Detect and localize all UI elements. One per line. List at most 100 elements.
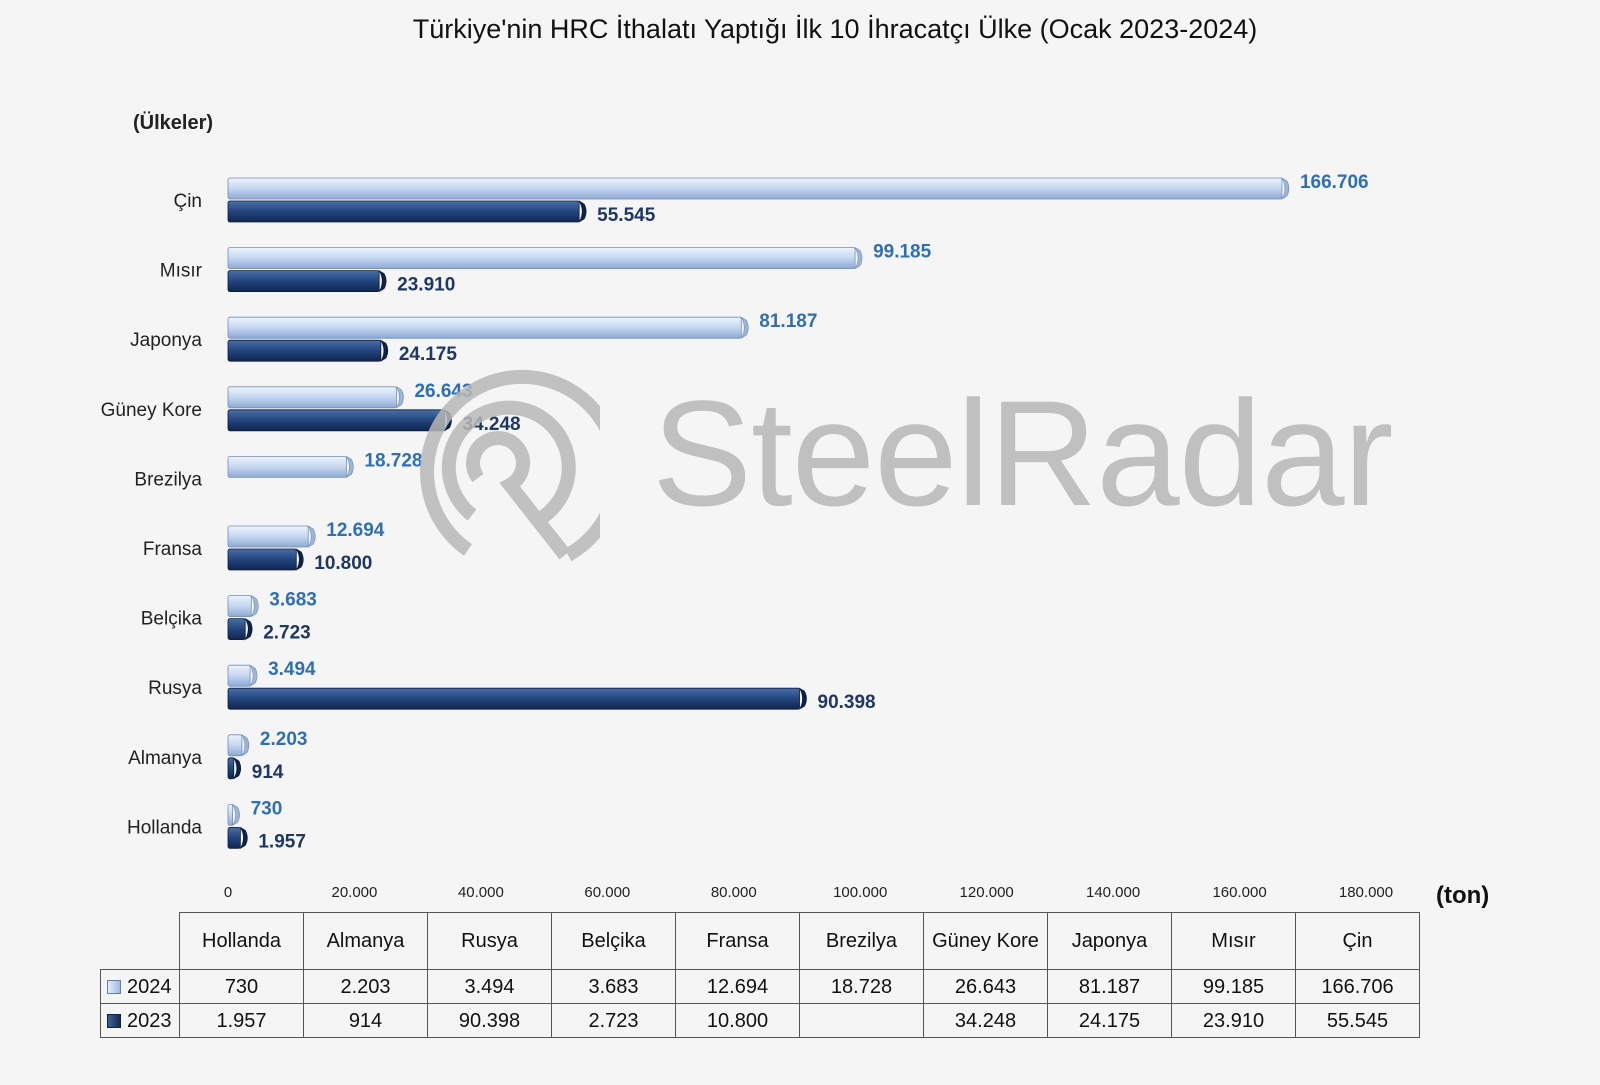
bar-end-cap	[854, 246, 863, 270]
category-label: Çin	[173, 191, 202, 212]
bar-2024	[227, 316, 742, 339]
x-tick-label: 180.000	[1339, 884, 1393, 900]
bar-end-cap	[443, 408, 452, 432]
bar-2024	[227, 525, 309, 548]
data-label-2023: 55.545	[597, 205, 656, 226]
bar-end-cap	[740, 316, 749, 340]
bar-end-cap	[232, 756, 242, 780]
table-cell: 55.545	[1295, 1003, 1420, 1038]
table-cell: 90.398	[427, 1003, 552, 1038]
table-cell: 34.248	[923, 1003, 1048, 1038]
data-label-2024: 81.187	[759, 311, 817, 332]
y-axis-title: (Ülkeler)	[133, 112, 214, 134]
table-cell: 12.694	[675, 969, 800, 1004]
x-tick-label: 100.000	[833, 884, 887, 900]
bar-2023	[227, 409, 445, 432]
data-label-2023: 34.248	[463, 414, 521, 435]
data-label-2024: 12.694	[326, 520, 385, 541]
table-column-header: Brezilya	[799, 912, 924, 970]
table-cell: 2.723	[551, 1003, 676, 1038]
bar-2024	[227, 386, 397, 409]
table-cell	[799, 1003, 924, 1038]
bar-2023	[227, 548, 297, 571]
table-corner-cell	[100, 912, 180, 970]
category-label: Japonya	[130, 330, 202, 351]
legend-swatch	[107, 1013, 121, 1028]
bar-end-cap	[250, 594, 259, 618]
table-cell: 26.643	[923, 969, 1048, 1004]
bar-end-cap	[307, 525, 316, 548]
bar-end-cap	[378, 269, 387, 293]
category-label: Belçika	[141, 609, 203, 630]
bar-end-cap	[239, 826, 248, 850]
table-column-header: Mısır	[1171, 912, 1296, 970]
table-cell: 3.494	[427, 969, 552, 1004]
bar-end-cap	[380, 339, 389, 363]
data-label-2024: 26.643	[414, 381, 472, 402]
legend-swatch	[107, 979, 121, 994]
bar-2023	[227, 339, 382, 362]
category-label: Güney Kore	[101, 400, 202, 421]
bar-end-cap	[345, 455, 354, 479]
x-tick-label: 80.000	[711, 884, 757, 900]
table-row: 2023 1.957 914 90.398 2.723 10.800 34.248 24.17…	[100, 1003, 1420, 1038]
table-row: 2024 730 2.203 3.494 3.683 12.694 18.728 26.643…	[100, 969, 1420, 1004]
data-table: Hollanda Almanya Rusya Belçika Fransa Brezily…	[100, 912, 1420, 1038]
data-label-2024: 18.728	[364, 450, 422, 471]
legend-label: 2023	[127, 1009, 172, 1032]
data-label-2024: 2.203	[260, 729, 308, 750]
x-tick-label: 0	[224, 884, 232, 900]
bar-2024	[227, 247, 856, 270]
table-cell: 99.185	[1171, 969, 1296, 1004]
category-label: Fransa	[143, 539, 203, 560]
table-column-header: Çin	[1295, 912, 1420, 970]
bar-chart: Çin Mısır Japonya Güney Kore Brezilya Fransa B…	[101, 172, 1394, 900]
category-label: Hollanda	[127, 817, 202, 838]
x-tick-label: 140.000	[1086, 884, 1140, 900]
bar-2024	[227, 595, 252, 617]
bar-2023	[227, 757, 235, 780]
data-label-2023: 10.800	[314, 553, 372, 574]
bar-end-cap	[249, 664, 258, 688]
legend-entry-2023: 2023	[100, 1003, 180, 1038]
data-label-2024: 99.185	[873, 242, 932, 263]
table-column-header: Fransa	[675, 912, 800, 970]
table-column-header: Rusya	[427, 912, 552, 970]
table-cell: 24.175	[1047, 1003, 1172, 1038]
data-label-2024: 730	[251, 798, 283, 819]
legend-entry-2024: 2024	[100, 969, 180, 1004]
bar-2024	[227, 664, 251, 687]
legend-label: 2024	[127, 975, 172, 998]
bar-2024	[227, 177, 1283, 200]
data-label-2024: 3.494	[268, 659, 316, 680]
x-tick-label: 40.000	[458, 884, 504, 900]
table-cell: 2.203	[303, 969, 428, 1004]
bar-end-cap	[244, 617, 253, 641]
x-axis-unit: (ton)	[1436, 882, 1490, 909]
x-tick-label: 160.000	[1212, 884, 1266, 900]
bar-end-cap	[231, 803, 240, 827]
x-tick-label: 60.000	[584, 884, 630, 900]
data-label-2023: 2.723	[263, 623, 311, 644]
bar-end-cap	[578, 200, 587, 223]
table-column-header: Almanya	[303, 912, 428, 970]
data-label-2024: 166.706	[1300, 172, 1369, 193]
bar-2023	[227, 270, 380, 293]
bar-2024	[227, 804, 234, 826]
data-label-2023: 1.957	[258, 831, 306, 852]
table-cell: 1.957	[179, 1003, 304, 1038]
data-label-2023: 23.910	[397, 275, 455, 296]
data-label-2023: 914	[252, 762, 284, 783]
x-tick-label: 20.000	[331, 884, 377, 900]
table-cell: 18.728	[799, 969, 924, 1004]
table-header-row: Hollanda Almanya Rusya Belçika Fransa Brezily…	[100, 912, 1420, 970]
bar-end-cap	[241, 733, 250, 757]
bar-end-cap	[798, 687, 807, 711]
table-column-header: Güney Kore	[923, 912, 1048, 970]
table-cell: 730	[179, 969, 304, 1004]
bar-2023	[227, 687, 800, 710]
data-label-2023: 90.398	[818, 692, 876, 713]
bar-end-cap	[1281, 177, 1290, 200]
table-cell: 10.800	[675, 1003, 800, 1038]
data-label-2024: 3.683	[269, 590, 317, 611]
